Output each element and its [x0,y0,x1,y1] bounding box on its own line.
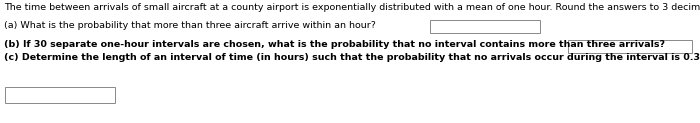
Text: The time between arrivals of small aircraft at a county airport is exponentially: The time between arrivals of small aircr… [4,3,700,12]
Bar [430,20,540,33]
Bar [568,40,692,53]
Bar [5,87,115,103]
Text: (b) If 30 separate one-hour intervals are chosen, what is the probability that n: (b) If 30 separate one-hour intervals ar… [4,40,665,49]
Text: (a) What is the probability that more than three aircraft arrive within an hour?: (a) What is the probability that more th… [4,21,376,30]
Text: (c) Determine the length of an interval of time (in hours) such that the probabi: (c) Determine the length of an interval … [4,53,700,62]
